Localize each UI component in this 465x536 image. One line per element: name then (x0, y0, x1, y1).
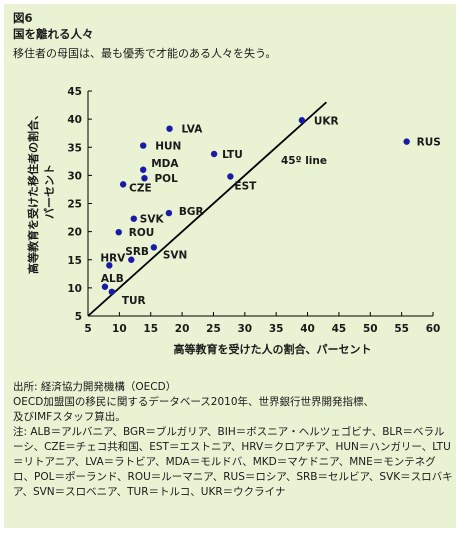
figure-notes: 出所: 経済協力開発機構（OECD） OECD加盟国の移民に関するデータベース2… (13, 380, 453, 500)
y-tick-label: 45 (67, 86, 82, 98)
y-tick-label: 35 (67, 142, 82, 154)
y-tick-label: 30 (67, 170, 82, 182)
point-label-ltu: LTU (222, 149, 243, 161)
y-tick-label: 10 (67, 283, 82, 295)
y-axis-title-line2: パーセント (43, 164, 56, 219)
abbreviation-legend: 注: ALB＝アルバニア、BGR＝ブルガリア、BIH＝ボスニア・ヘルツェゴビナ、… (13, 426, 453, 498)
point-rus (403, 138, 410, 145)
y-tick-label: 15 (67, 255, 82, 267)
x-tick-label: 45 (332, 323, 347, 335)
y-axis-title-line1: 高等教育を受けた移住者の割合、 (26, 109, 40, 274)
x-axis-title: 高等教育を受けた人の割合、パーセント (174, 342, 372, 356)
point-label-pol: POL (154, 173, 178, 185)
y-tick-label: 5 (75, 311, 82, 323)
point-ukr (298, 117, 306, 124)
source-note: 出所: 経済協力開発機構（OECD） (13, 381, 177, 393)
point-label-bgr: BGR (179, 206, 204, 218)
data-description: OECD加盟国の移民に関するデータベース2010年、世界銀行世界開発指標、 (13, 396, 375, 408)
point-hrv (106, 262, 113, 269)
data-description-cont: 及びIMFスタッフ算出。 (13, 411, 126, 423)
point-label-srb: SRB (125, 246, 149, 258)
reference-line-label: 45º line (281, 155, 327, 167)
y-tick-label: 25 (67, 199, 82, 211)
x-tick-label: 50 (363, 323, 378, 335)
point-cze (119, 181, 127, 188)
figure-panel: 図6 国を離れる人々 移住者の母国は、最も優秀で才能のある人々を失う。 5 10 1… (4, 4, 456, 528)
point-rou (115, 228, 122, 236)
point-label-est: EST (234, 181, 257, 193)
x-tick-label: 30 (238, 323, 253, 335)
point-srb (128, 256, 135, 263)
figure-subtitle: 移住者の母国は、最も優秀で才能のある人々を失う。 (13, 47, 277, 60)
point-svk (130, 215, 137, 222)
scatter-chart: 5 10 15 20 25 30 35 40 45 5 10 15 20 25 30 35 40 45 50 55 60… (26, 86, 441, 356)
point-est (227, 173, 234, 180)
x-tick-label: 60 (426, 323, 441, 335)
figure-label: 図6 (13, 11, 33, 25)
x-tick-label: 5 (84, 323, 91, 335)
y-tick-label: 20 (67, 227, 82, 239)
figure-title: 国を離れる人々 (13, 27, 94, 41)
point-label-alb: ALB (101, 273, 124, 285)
x-tick-label: 15 (143, 323, 158, 335)
x-tick-label: 10 (112, 323, 127, 335)
point-label-lva: LVA (182, 124, 204, 136)
point-label-svk: SVK (140, 214, 165, 226)
point-lva (166, 125, 173, 132)
point-bgr (165, 209, 173, 217)
y-tick-label: 40 (67, 114, 82, 126)
x-tick-label: 55 (394, 323, 409, 335)
point-label-mda: MDA (151, 158, 179, 170)
point-hun (140, 142, 147, 149)
point-label-hun: HUN (155, 141, 181, 153)
point-mda (140, 166, 147, 173)
reference-line-45 (87, 101, 327, 317)
x-tick-label: 20 (175, 323, 190, 335)
point-ltu (210, 150, 218, 158)
x-tick-label: 25 (206, 323, 221, 335)
point-label-cze: CZE (129, 182, 152, 194)
point-label-ukr: UKR (314, 115, 339, 127)
point-alb (101, 283, 109, 290)
point-svn (150, 244, 158, 251)
point-label-rou: ROU (129, 227, 155, 239)
point-pol (141, 174, 148, 182)
point-tur (108, 288, 116, 296)
point-label-tur: TUR (122, 295, 146, 307)
point-label-rus: RUS (417, 137, 441, 149)
x-tick-label: 35 (269, 323, 284, 335)
point-label-svn: SVN (163, 249, 187, 261)
x-tick-label: 40 (300, 323, 315, 335)
point-label-hrv: HRV (100, 252, 126, 264)
